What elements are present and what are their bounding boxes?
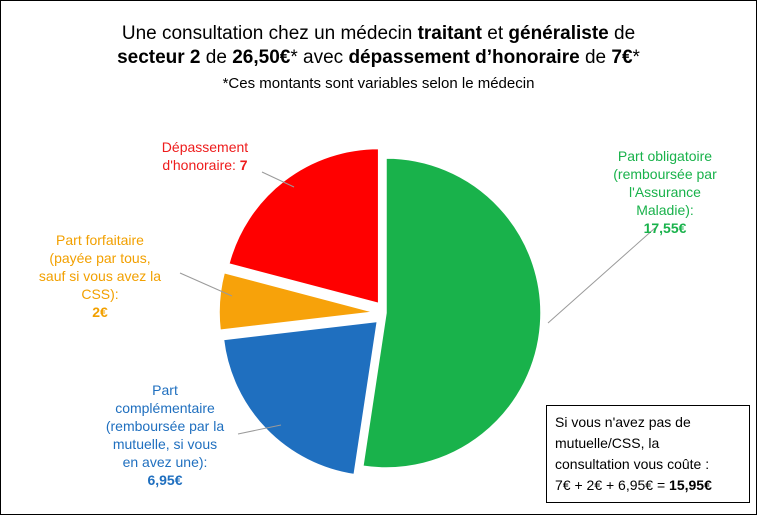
pie-slice-obligatoire — [361, 157, 542, 469]
label-line: Part — [152, 382, 178, 398]
label-line: mutuelle, si vous — [112, 436, 218, 452]
title-2-segment: de — [579, 47, 612, 68]
label-line: (remboursée par la — [105, 418, 225, 434]
title-2-segment: secteur 2 — [117, 47, 201, 68]
leader-line-depassement — [261, 171, 295, 188]
label-line: Dépassement — [161, 139, 249, 155]
label-line: CSS): — [81, 286, 119, 302]
label-part-forfaitaire: Part forfaitaire (payée par tous, sauf si … — [12, 231, 188, 321]
label-part-complementaire: Part complémentaire (remboursée par la mutu… — [80, 381, 250, 489]
label-line: en avez une): — [122, 454, 208, 470]
value-depassement: 7 — [239, 157, 248, 173]
title-2-segment: dépassement d’honoraire — [348, 47, 580, 68]
note-total: 15,95€ — [669, 477, 712, 493]
label-line: Part forfaitaire — [56, 232, 144, 248]
pie-slice-depassement — [227, 147, 380, 305]
title-2-segment: 26,50€ — [232, 47, 291, 68]
label-line: d'honoraire: — [162, 157, 240, 173]
title-1-segment: généraliste — [508, 23, 609, 44]
leader-line-forfaitaire — [179, 272, 233, 297]
title-1-segment: traitant — [417, 23, 482, 44]
pie-slice-complementaire — [222, 320, 379, 476]
label-line: (payée par tous, — [49, 250, 151, 266]
pie-slice-forfaitaire — [218, 271, 375, 332]
note-line-3: consultation vous coûte : — [555, 456, 710, 472]
title-2-segment: de — [200, 47, 233, 68]
title-2-segment: 7€ — [611, 47, 633, 68]
label-depassement: Dépassement d'honoraire: 7 — [140, 138, 270, 174]
label-line: Maladie): — [636, 202, 694, 218]
label-depassement-text: Dépassement d'honoraire: — [162, 139, 248, 173]
label-line: sauf si vous avez la — [38, 268, 162, 284]
label-line: (remboursée par — [613, 166, 717, 182]
label-part-obligatoire: Part obligatoire (remboursée par l'Assuran… — [590, 147, 740, 237]
leader-line-obligatoire — [547, 227, 656, 324]
note-formula-text: 7€ + 2€ + 6,95€ = — [555, 477, 670, 493]
title-1-segment: Une consultation chez un médecin — [121, 23, 418, 44]
chart-title-line-2: secteur 2 de 26,50€* avec dépassement d’… — [0, 46, 757, 70]
label-part-complementaire-text: Part complémentaire (remboursée par la mutu… — [106, 382, 224, 470]
chart-subtitle: *Ces montants sont variables selon le mé… — [222, 75, 535, 92]
note-line-2: mutuelle/CSS, la — [555, 435, 660, 451]
title-2-segment: * avec — [290, 47, 349, 68]
title-1-segment: et — [481, 23, 509, 44]
cost-note-box: Si vous n'avez pas de mutuelle/CSS, la c… — [546, 405, 750, 503]
value-part-forfaitaire: 2€ — [92, 304, 108, 320]
label-line: l'Assurance — [629, 184, 701, 200]
label-part-forfaitaire-text: Part forfaitaire (payée par tous, sauf si … — [39, 232, 161, 302]
value-part-complementaire: 6,95€ — [147, 472, 183, 488]
leader-line-complementaire — [237, 424, 282, 435]
label-part-obligatoire-text: Part obligatoire (remboursée par l'Assuran… — [613, 148, 717, 218]
label-line: complémentaire — [115, 400, 215, 416]
label-line: Part obligatoire — [617, 148, 713, 164]
note-line-1: Si vous n'avez pas de — [555, 414, 691, 430]
note-formula: 7€ + 2€ + 6,95€ = 15,95€ — [555, 475, 741, 496]
title-1-segment: de — [608, 23, 636, 44]
title-2-segment: * — [632, 47, 640, 68]
value-part-obligatoire: 17,55€ — [643, 220, 687, 236]
chart-title-line-1: Une consultation chez un médecin traitan… — [0, 22, 757, 46]
